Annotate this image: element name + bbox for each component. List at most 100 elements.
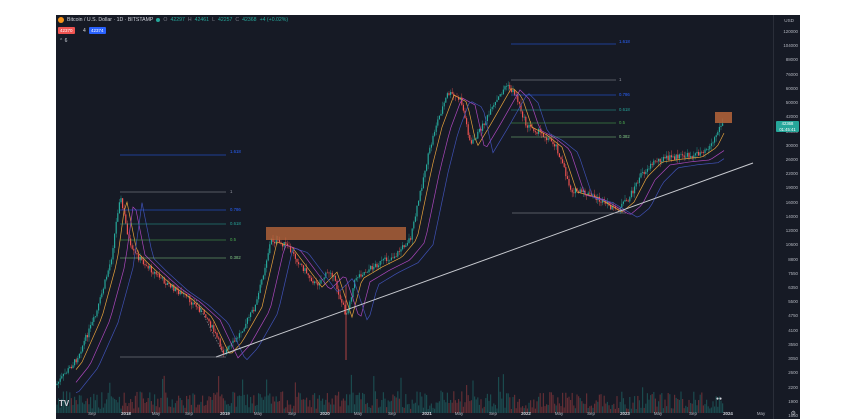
volume-bar xyxy=(419,392,421,413)
candle xyxy=(530,124,532,127)
volume-bar xyxy=(251,403,253,413)
buy-button[interactable]: 42374 xyxy=(89,27,106,34)
volume-bar xyxy=(464,402,466,413)
volume-bar xyxy=(502,374,504,413)
candle xyxy=(275,239,277,244)
price-tick: 4100 xyxy=(788,327,798,333)
candle xyxy=(424,170,426,178)
volume-bar xyxy=(554,403,556,413)
volume-bar xyxy=(352,392,354,413)
candle xyxy=(680,154,682,155)
candle xyxy=(674,156,676,160)
candle xyxy=(574,188,576,194)
price-chart[interactable] xyxy=(56,15,774,419)
candle xyxy=(389,259,391,261)
volume-bar xyxy=(403,407,405,413)
candle xyxy=(325,272,327,278)
volume-bar xyxy=(414,402,416,413)
volume-bar xyxy=(171,399,173,413)
volume-bar xyxy=(459,401,461,413)
volume-bars xyxy=(56,374,724,413)
volume-bar xyxy=(114,399,116,413)
volume-bar xyxy=(478,404,480,413)
candle xyxy=(654,160,656,162)
volume-bar xyxy=(424,393,426,413)
volume-bar xyxy=(488,400,490,413)
volume-bar xyxy=(557,397,559,413)
candle xyxy=(78,353,80,358)
flag-icons[interactable]: ●● xyxy=(716,396,723,402)
volume-bar xyxy=(232,391,234,413)
volume-bar xyxy=(299,393,301,413)
gear-icon[interactable]: ⚙ xyxy=(790,411,796,417)
candle xyxy=(202,308,204,310)
volume-bar xyxy=(574,408,576,413)
candle xyxy=(331,272,333,277)
candle xyxy=(320,280,322,284)
candle xyxy=(107,270,109,277)
candle xyxy=(346,313,348,315)
fib-level-label: 0.5 xyxy=(230,237,236,242)
year-label: 2019 xyxy=(220,411,230,416)
resistance-zone-2019[interactable] xyxy=(266,227,406,240)
volume-bar xyxy=(706,399,708,413)
volume-bar xyxy=(680,391,682,413)
volume-bar xyxy=(646,393,648,413)
collapse-indicators-button[interactable]: ⌃ 6 xyxy=(59,38,68,44)
sell-button[interactable]: 42370 xyxy=(58,27,75,34)
volume-bar xyxy=(630,408,632,413)
candle xyxy=(245,323,247,329)
candle xyxy=(472,139,474,144)
candle xyxy=(686,152,688,157)
resistance-zone-2023[interactable] xyxy=(715,112,732,123)
candle xyxy=(381,260,383,261)
candle xyxy=(552,141,554,145)
candle xyxy=(685,156,687,158)
candle xyxy=(200,308,202,312)
volume-bar xyxy=(688,399,690,413)
month-label: May xyxy=(253,411,263,416)
volume-bar xyxy=(320,400,322,413)
candle xyxy=(149,265,151,269)
candle xyxy=(666,155,668,159)
candle xyxy=(536,132,538,134)
candle xyxy=(485,120,487,125)
currency-label[interactable]: USD xyxy=(784,18,794,23)
candle xyxy=(558,153,560,158)
candle xyxy=(557,144,559,154)
symbol-title[interactable]: Bitcoin / U.S. Dollar · 1D · BITSTAMP xyxy=(67,17,154,23)
volume-bar xyxy=(138,407,140,413)
volume-bar xyxy=(678,399,680,413)
volume-bar xyxy=(717,406,719,413)
candle xyxy=(482,123,484,131)
open-label: O xyxy=(163,17,168,23)
price-scale[interactable]: USD 120000 104000 88000 76000 60000 50000 4200… xyxy=(773,15,800,419)
candle xyxy=(326,272,328,274)
fib-level-label: 1 xyxy=(619,77,622,82)
projection-line[interactable] xyxy=(195,299,225,356)
candle xyxy=(635,182,637,187)
volume-bar xyxy=(152,404,154,413)
volume-bar xyxy=(690,403,692,413)
indicator-count: 6 xyxy=(64,38,68,44)
volume-bar xyxy=(392,394,394,413)
candle xyxy=(421,188,423,191)
support-trendline[interactable] xyxy=(215,162,754,358)
month-label: May xyxy=(353,411,363,416)
symbol-header[interactable]: Bitcoin / U.S. Dollar · 1D · BITSTAMP O 4… xyxy=(58,17,288,23)
tradingview-logo[interactable]: TV xyxy=(59,399,70,408)
candle xyxy=(509,84,511,89)
candle xyxy=(70,366,72,369)
candle xyxy=(336,280,338,290)
candle xyxy=(605,200,607,204)
volume-bar xyxy=(400,377,402,413)
volume-bar xyxy=(416,391,418,413)
candle xyxy=(237,337,239,339)
candle xyxy=(358,274,360,278)
volume-bar xyxy=(406,404,408,413)
chart-pane[interactable]: Bitcoin / U.S. Dollar · 1D · BITSTAMP O 4… xyxy=(56,15,800,419)
close-value: 42368 xyxy=(242,17,257,23)
candle xyxy=(451,92,453,94)
candle xyxy=(429,147,431,154)
volume-bar xyxy=(595,400,597,413)
